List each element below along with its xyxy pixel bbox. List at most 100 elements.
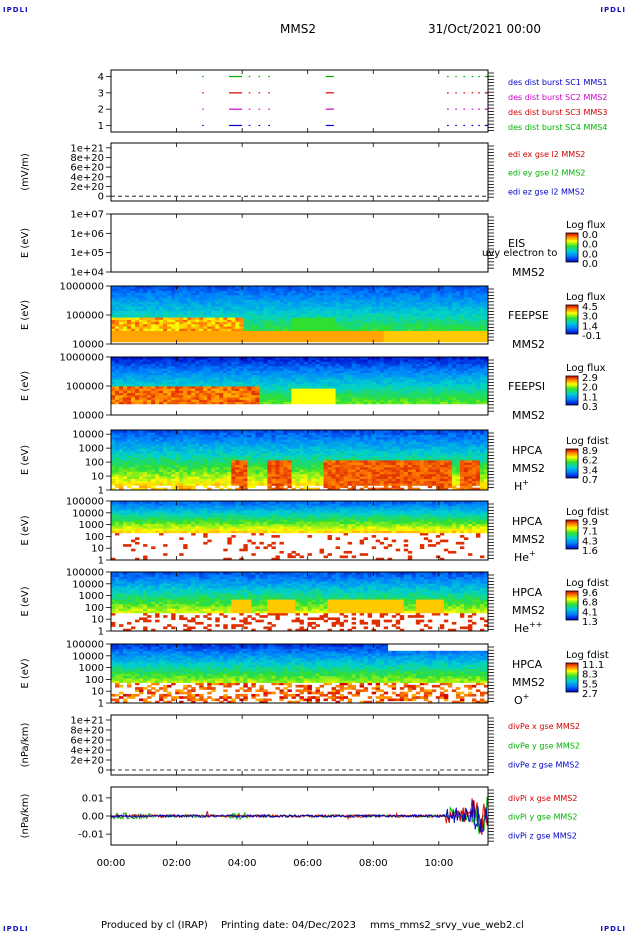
- heatmap-cell: [331, 332, 336, 336]
- heatmap-cell: [155, 312, 160, 316]
- heatmap-cell: [303, 288, 308, 291]
- heatmap-cell: [239, 308, 244, 311]
- heatmap-cell: [415, 339, 421, 343]
- heatmap-cell: [355, 323, 361, 327]
- heatmap-cell: [255, 319, 260, 323]
- heatmap-cell: [235, 330, 240, 334]
- heatmap-cell: [399, 365, 405, 369]
- heatmap-cell: [343, 337, 349, 340]
- heatmap-cell: [123, 361, 128, 365]
- heatmap-cell: [163, 321, 168, 325]
- heatmap-cell: [303, 374, 308, 378]
- heatmap-cell: [135, 462, 140, 466]
- heatmap-cell: [451, 297, 457, 300]
- heatmap-cell: [203, 392, 208, 396]
- heatmap-cell: [159, 299, 164, 303]
- heatmap-cell: [339, 312, 345, 316]
- heatmap-cell: [167, 480, 172, 484]
- heatmap-cell: [263, 372, 268, 376]
- heatmap-cell: [143, 330, 148, 334]
- heatmap-cell: [403, 328, 409, 332]
- heatmap-cell: [311, 379, 316, 382]
- heatmap-cell: [439, 368, 445, 371]
- heatmap-cell: [187, 337, 192, 340]
- heatmap-cell: [411, 370, 417, 374]
- heatmap-cell: [255, 317, 260, 320]
- heatmap-cell: [211, 383, 216, 387]
- heatmap-cell: [227, 297, 232, 300]
- heatmap-cell: [455, 359, 461, 362]
- heatmap-cell: [351, 292, 357, 296]
- heatmap-cell: [363, 326, 369, 329]
- heatmap-cell: [319, 323, 324, 327]
- heatmap-cell: [379, 399, 385, 403]
- heatmap-cell: [131, 299, 136, 303]
- heatmap-cell: [211, 290, 216, 294]
- heatmap-cell: [431, 330, 437, 334]
- heatmap-cell: [303, 381, 308, 385]
- heatmap-cell: [207, 292, 212, 296]
- heatmap-cell: [319, 332, 324, 336]
- heatmap-cell: [207, 394, 212, 398]
- heatmap-cell: [183, 319, 188, 323]
- heatmap-cell: [451, 299, 457, 303]
- heatmap-cell: [215, 383, 220, 387]
- heatmap-cell: [387, 297, 393, 300]
- heatmap-cell: [159, 357, 164, 360]
- heatmap-cell: [131, 386, 136, 389]
- heatmap-cell: [331, 388, 336, 391]
- heatmap-cell: [307, 321, 312, 325]
- heatmap-cell: [307, 394, 312, 398]
- heatmap-cell: [187, 294, 192, 298]
- heatmap-cell: [351, 323, 357, 327]
- heatmap-cell: [475, 288, 481, 291]
- heatmap-cell: [419, 386, 425, 389]
- heatmap-cell: [135, 390, 140, 394]
- legend-entry: des dist burst SC4 MMS4: [508, 123, 607, 132]
- heatmap-cell: [247, 308, 252, 311]
- heatmap-cell: [155, 306, 160, 309]
- heatmap-cell: [323, 357, 328, 360]
- heatmap-cell: [443, 288, 449, 291]
- heatmap-cell: [475, 323, 481, 327]
- heatmap-cell: [135, 388, 140, 391]
- heatmap-cell: [403, 359, 409, 362]
- heatmap-cell: [219, 397, 224, 400]
- heatmap-cell: [459, 361, 465, 365]
- heatmap-cell: [411, 310, 417, 314]
- heatmap-cell: [191, 301, 196, 305]
- heatmap-cell: [255, 365, 260, 369]
- heatmap-cell: [159, 381, 164, 385]
- heatmap-cell: [163, 306, 168, 309]
- heatmap-cell: [175, 368, 180, 371]
- heatmap-cell: [187, 301, 192, 305]
- heatmap-cell: [311, 381, 316, 385]
- heatmap-cell: [427, 299, 433, 303]
- heatmap-cell: [419, 317, 425, 320]
- heatmap-cell: [459, 363, 465, 367]
- heatmap-cell: [451, 357, 457, 360]
- heatmap-cell: [215, 337, 220, 340]
- heatmap-cell: [271, 288, 276, 291]
- heatmap-cell: [151, 319, 156, 323]
- heatmap-cell: [359, 401, 365, 405]
- heatmap-cell: [379, 332, 385, 336]
- heatmap-cell: [475, 308, 481, 311]
- heatmap-cell: [291, 323, 296, 327]
- heatmap-cell: [315, 288, 320, 291]
- heatmap-cell: [127, 319, 132, 323]
- heatmap-cell: [139, 310, 144, 314]
- heatmap-cell: [395, 317, 401, 320]
- heatmap-cell: [203, 312, 208, 316]
- heatmap-cell: [135, 399, 140, 403]
- heatmap-cell: [339, 383, 345, 387]
- heatmap-cell: [299, 323, 304, 327]
- heatmap-cell: [479, 363, 485, 367]
- heatmap-cell: [239, 317, 244, 320]
- heatmap-cell: [371, 379, 377, 382]
- heatmap-cell: [151, 368, 156, 371]
- heatmap-cell: [271, 292, 276, 296]
- heatmap-cell: [171, 388, 176, 391]
- heatmap-cell: [167, 453, 172, 456]
- heatmap-cell: [323, 401, 328, 405]
